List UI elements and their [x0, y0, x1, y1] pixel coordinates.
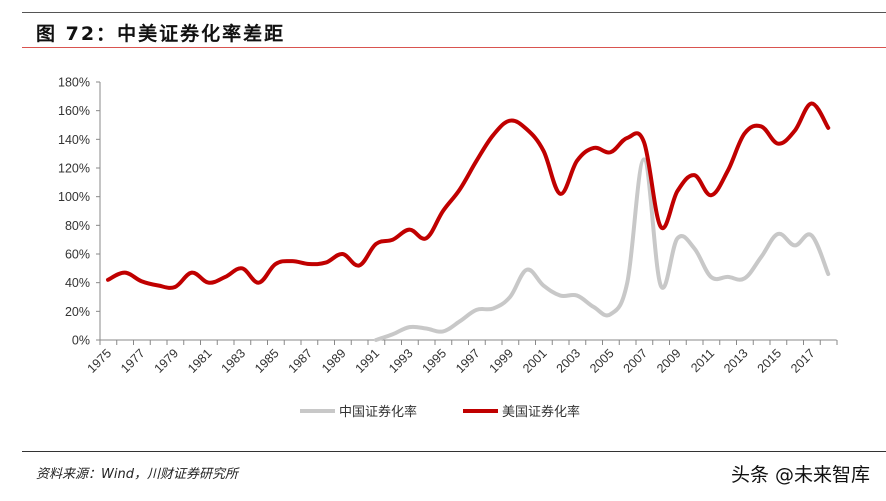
y-tick-label: 80% — [65, 219, 90, 233]
top-rule — [22, 12, 886, 13]
source-note: 资料来源：Wind，川财证券研究所 — [36, 467, 238, 482]
legend: 中国证券化率 美国证券化率 — [300, 404, 580, 420]
title-rule — [22, 47, 886, 48]
x-tick-label: 1977 — [118, 346, 148, 376]
x-tick-label: 2009 — [654, 346, 684, 376]
line-chart: 0%20%40%60%80%100%120%140%160%180% 1975 1… — [58, 76, 838, 420]
x-tick-label: 2007 — [621, 346, 651, 376]
x-tick-label: 2015 — [755, 346, 785, 376]
x-tick-label: 1987 — [286, 346, 316, 376]
x-tick-label: 1995 — [420, 346, 450, 376]
y-tick-label: 40% — [65, 276, 90, 290]
x-tick-label: 1991 — [353, 346, 383, 376]
figure-title-text: 中美证券化率差距 — [117, 23, 286, 45]
x-tick-label: 1989 — [319, 346, 349, 376]
x-tick-label: 1983 — [219, 346, 249, 376]
us-series-line — [106, 101, 831, 290]
x-tick-label: 1997 — [453, 346, 483, 376]
y-tick-label: 60% — [65, 248, 90, 262]
china-series-line — [374, 157, 831, 342]
y-tick-label: 140% — [58, 133, 90, 147]
y-tick-label: 120% — [58, 162, 90, 176]
legend-us-label: 美国证券化率 — [502, 404, 580, 420]
x-tick-label: 2001 — [520, 346, 550, 376]
figure-label: 图 72： — [36, 23, 118, 45]
bottom-rule — [22, 451, 886, 452]
x-tick-label: 2005 — [587, 346, 617, 376]
figure-title: 图 72：中美证券化率差距 — [36, 19, 285, 46]
y-axis: 0% 20% 40% 60% 80% 100% 120% 140% 160% 180% — [58, 76, 101, 348]
x-tick-label: 2017 — [788, 346, 818, 376]
x-tick-label: 2003 — [554, 346, 584, 376]
x-axis: 1975 1977 1979 1981 1983 1985 1987 1989 1991 1993… — [85, 339, 838, 376]
x-tick-label: 1979 — [152, 346, 182, 376]
x-tick-label: 2011 — [688, 346, 717, 375]
y-tick-label: 160% — [58, 104, 90, 118]
x-tick-label: 1985 — [252, 346, 282, 376]
x-tick-label: 1981 — [185, 346, 215, 376]
y-tick-label: 20% — [65, 305, 90, 319]
watermark: 头条 @未来智库 — [730, 464, 870, 486]
x-tick-label: 2013 — [721, 346, 751, 376]
y-tick-label: 100% — [58, 190, 90, 204]
x-tick-label: 1999 — [487, 346, 517, 376]
y-tick-label: 0% — [72, 334, 90, 348]
x-tick-label: 1975 — [85, 346, 115, 376]
series-lines — [106, 101, 831, 342]
x-tick-label: 1993 — [386, 346, 416, 376]
legend-china-label: 中国证券化率 — [339, 404, 417, 420]
y-tick-label: 180% — [58, 76, 90, 90]
